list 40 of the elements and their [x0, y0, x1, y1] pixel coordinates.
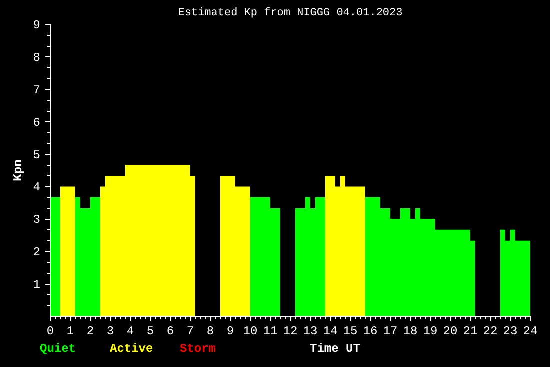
- y-tick-label: 6: [33, 116, 40, 130]
- x-tick-label: 20: [443, 324, 458, 338]
- x-tick-label: 6: [166, 324, 174, 338]
- x-tick-label: 21: [463, 324, 478, 338]
- x-tick-label: 10: [243, 324, 258, 338]
- x-tick-label: 19: [423, 324, 438, 338]
- x-tick-label: 17: [383, 324, 398, 338]
- text: Quiet: [40, 341, 76, 358]
- y-tick-label: 8: [33, 50, 40, 65]
- x-tick-label: 9: [226, 324, 234, 338]
- x-tick-label: 0: [46, 324, 54, 338]
- x-tick-label: 7: [186, 324, 194, 338]
- y-tick-label: 3: [33, 213, 40, 228]
- y-tick-label: 9: [33, 18, 40, 32]
- x-tick-label: 11: [263, 324, 278, 338]
- x-tick-label: 23: [503, 324, 518, 338]
- x-tick-label: 22: [483, 324, 498, 338]
- x-tick-label: 8: [206, 324, 214, 338]
- y-tick-label: 7: [33, 83, 40, 98]
- x-tick-label: 15: [343, 324, 358, 338]
- x-tick-label: 12: [283, 324, 298, 338]
- x-axis-title: Time UT: [310, 341, 360, 358]
- x-tick-label: 16: [363, 324, 378, 338]
- y-tick-label: 5: [33, 148, 40, 162]
- y-axis-title: Kpn: [11, 160, 26, 182]
- y-tick-label: 2: [33, 246, 40, 260]
- x-tick-label: 5: [146, 324, 154, 338]
- x-tick-label: 13: [303, 324, 318, 338]
- x-tick-label: 18: [403, 324, 418, 338]
- chart-title: Estimated Kp from NIGGG 04.01.2023: [178, 8, 403, 20]
- x-tick-label: 24: [523, 324, 538, 338]
- x-tick-label: 3: [106, 324, 114, 338]
- x-tick-label: 2: [86, 324, 94, 338]
- x-tick-label: 14: [323, 324, 338, 338]
- text: Active: [110, 341, 154, 358]
- text: Storm: [180, 341, 216, 358]
- y-tick-label: 4: [33, 180, 40, 195]
- x-tick-label: 1: [66, 324, 74, 338]
- y-tick-label: 1: [33, 278, 40, 292]
- x-tick-label: 4: [126, 324, 134, 338]
